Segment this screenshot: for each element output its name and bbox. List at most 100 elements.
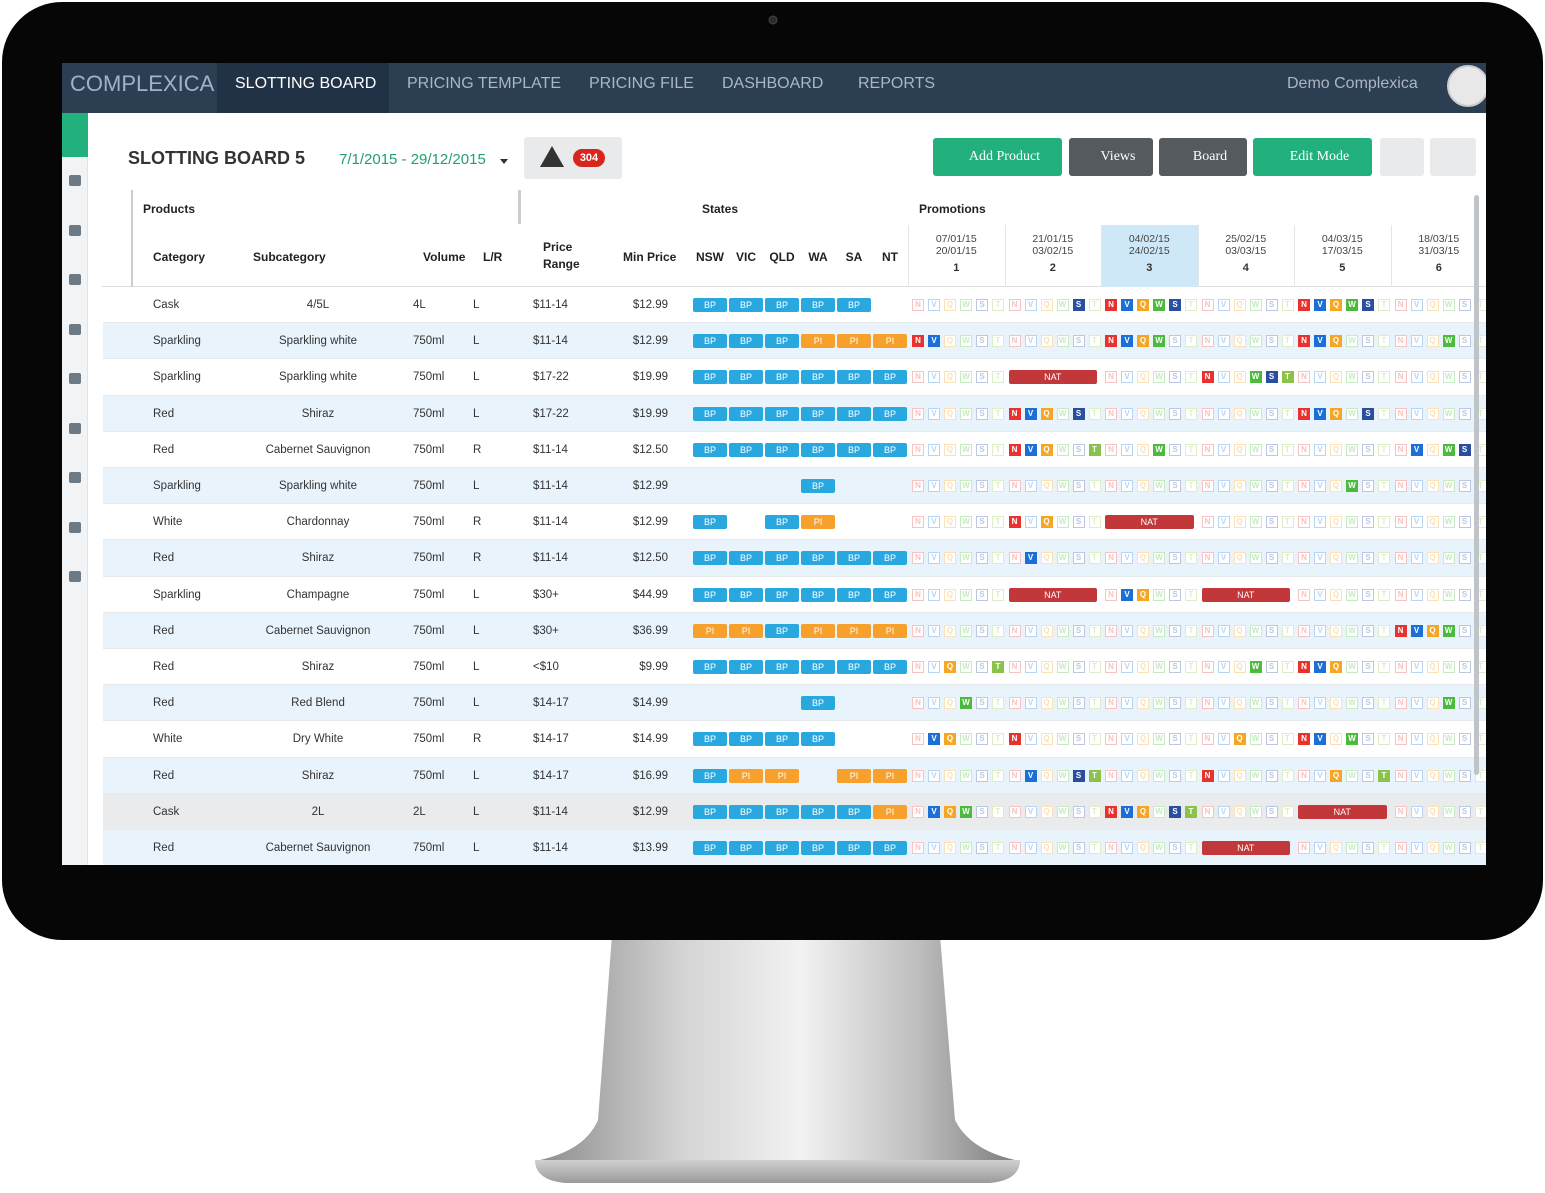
promo-letter[interactable]: S: [976, 407, 988, 420]
state-badge[interactable]: BP: [801, 732, 835, 747]
sidebar-icon[interactable]: [69, 521, 81, 533]
promo-letter[interactable]: W: [1249, 480, 1262, 492]
promo-letter[interactable]: S: [1072, 443, 1085, 456]
promotion-end[interactable]: 03/02/15: [1032, 245, 1074, 257]
promo-letter[interactable]: V: [1121, 407, 1133, 420]
state-badge[interactable]: BP: [801, 841, 835, 855]
promo-letter-active[interactable]: W: [1346, 733, 1358, 746]
promo-letter[interactable]: W: [1153, 805, 1165, 818]
promo-letter[interactable]: S: [1169, 407, 1181, 420]
promo-letter[interactable]: Q: [1040, 480, 1053, 492]
promo-letter[interactable]: W: [960, 407, 972, 420]
promo-letter[interactable]: S: [1458, 552, 1471, 565]
promo-letter[interactable]: S: [976, 552, 988, 565]
promo-letter[interactable]: T: [1185, 480, 1197, 492]
promotion-number[interactable]: 1: [953, 262, 960, 274]
promo-letter[interactable]: T: [1185, 733, 1197, 746]
promo-letter[interactable]: V: [1314, 443, 1326, 456]
sidebar-icon[interactable]: [69, 224, 81, 236]
promo-letter[interactable]: S: [1072, 697, 1085, 710]
sidebar-icon[interactable]: [69, 422, 81, 434]
promo-letter-active[interactable]: N: [1201, 769, 1214, 782]
promo-letter[interactable]: W: [1442, 552, 1455, 565]
promo-letter-active[interactable]: V: [1024, 407, 1037, 420]
promo-letter-active[interactable]: W: [1442, 335, 1455, 348]
promo-letter[interactable]: Q: [944, 552, 956, 565]
promo-letter[interactable]: V: [1217, 480, 1230, 492]
promo-letter-active[interactable]: N: [1298, 661, 1310, 673]
promo-letter[interactable]: Q: [1426, 335, 1439, 348]
promo-letter[interactable]: V: [1410, 842, 1423, 854]
promo-letter[interactable]: S: [1265, 733, 1278, 746]
promo-letter[interactable]: Q: [944, 697, 956, 710]
promo-letter[interactable]: S: [1458, 842, 1471, 854]
toolbar-button[interactable]: Add Product: [933, 138, 1062, 176]
promo-letter[interactable]: V: [928, 661, 940, 673]
promo-letter[interactable]: T: [1281, 733, 1294, 746]
promo-letter[interactable]: V: [928, 407, 940, 420]
state-badge[interactable]: BP: [729, 442, 763, 457]
promo-letter[interactable]: V: [1217, 769, 1230, 782]
promotion-start[interactable]: 18/03/15: [1418, 233, 1460, 245]
promo-letter[interactable]: S: [1169, 335, 1181, 348]
promo-letter[interactable]: V: [1410, 480, 1423, 492]
promo-letter[interactable]: W: [1249, 624, 1262, 637]
state-badge[interactable]: BP: [765, 551, 799, 566]
promo-letter[interactable]: W: [1249, 443, 1262, 456]
promo-letter-active[interactable]: N: [1008, 516, 1021, 529]
promo-letter[interactable]: S: [1362, 516, 1374, 529]
promo-letter-active[interactable]: V: [1410, 624, 1423, 637]
promo-letter[interactable]: N: [912, 516, 924, 529]
promo-letter[interactable]: S: [1265, 516, 1278, 529]
state-badge[interactable]: BP: [837, 370, 871, 385]
promo-letter[interactable]: T: [992, 516, 1004, 529]
promo-letter[interactable]: Q: [1233, 371, 1246, 384]
promo-national[interactable]: NAT: [1201, 587, 1290, 602]
promo-letter[interactable]: Q: [1040, 842, 1053, 854]
state-badge[interactable]: BP: [801, 479, 835, 493]
promo-letter[interactable]: T: [1185, 588, 1197, 601]
promo-letter[interactable]: Q: [1040, 552, 1053, 565]
promo-letter[interactable]: W: [1442, 407, 1455, 420]
promo-letter[interactable]: W: [960, 733, 972, 746]
nav-item[interactable]: PRICING FILE: [589, 75, 694, 92]
promo-letter[interactable]: N: [912, 443, 924, 456]
promo-letter-active[interactable]: Q: [1330, 335, 1342, 348]
promo-letter[interactable]: S: [1265, 299, 1278, 311]
promo-letter[interactable]: N: [1298, 842, 1310, 854]
promo-letter[interactable]: S: [1362, 661, 1374, 673]
promo-letter[interactable]: W: [1442, 371, 1455, 384]
promo-letter[interactable]: V: [1410, 407, 1423, 420]
promo-national[interactable]: NAT: [1008, 587, 1097, 602]
state-badge[interactable]: BP: [729, 298, 763, 312]
promo-letter[interactable]: W: [1346, 552, 1358, 565]
promo-letter[interactable]: T: [1378, 516, 1390, 529]
promo-letter[interactable]: W: [1056, 335, 1069, 348]
promo-letter[interactable]: S: [976, 624, 988, 637]
promo-letter-active[interactable]: Q: [1137, 805, 1149, 818]
promo-letter[interactable]: Q: [1426, 661, 1439, 673]
promo-letter[interactable]: W: [1442, 480, 1455, 492]
promo-letter-active[interactable]: Q: [1040, 443, 1053, 456]
promo-letter[interactable]: V: [1217, 335, 1230, 348]
promo-letter[interactable]: N: [912, 371, 924, 384]
promo-letter[interactable]: N: [912, 769, 924, 782]
promo-letter[interactable]: N: [1201, 624, 1214, 637]
promo-letter[interactable]: N: [1008, 299, 1021, 311]
promo-letter[interactable]: V: [1121, 842, 1133, 854]
promo-letter[interactable]: N: [1105, 443, 1117, 456]
state-badge[interactable]: BP: [693, 587, 727, 602]
state-badge[interactable]: BP: [765, 442, 799, 457]
promo-letter[interactable]: W: [1153, 588, 1165, 601]
promo-letter-active[interactable]: N: [1105, 805, 1117, 818]
promo-letter[interactable]: V: [1121, 769, 1133, 782]
promo-letter[interactable]: T: [992, 842, 1004, 854]
promo-letter[interactable]: V: [1121, 733, 1133, 746]
column-header[interactable]: Price Range: [543, 240, 580, 271]
state-badge[interactable]: PI: [873, 768, 907, 783]
promo-letter[interactable]: N: [1105, 661, 1117, 673]
promo-letter[interactable]: V: [1314, 480, 1326, 492]
promo-letter[interactable]: Q: [1233, 624, 1246, 637]
promo-letter[interactable]: N: [1298, 552, 1310, 565]
promo-letter[interactable]: Q: [1137, 733, 1149, 746]
